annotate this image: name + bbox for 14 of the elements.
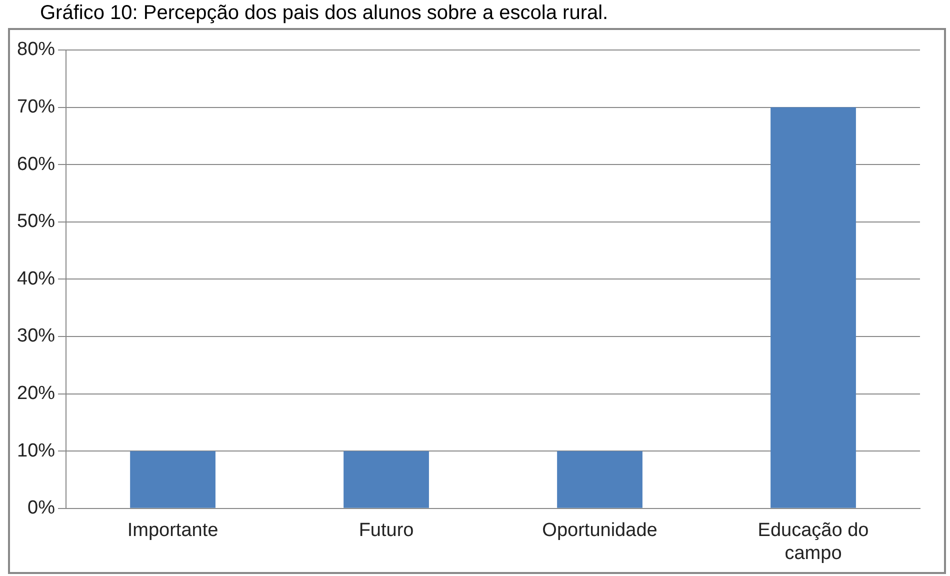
y-tick-label: 10% xyxy=(16,440,56,462)
x-tick-label: Futuro xyxy=(358,520,414,542)
y-tick-label: 70% xyxy=(16,96,56,118)
y-tick-label: 40% xyxy=(16,268,56,290)
x-tick-label: Educação do campo xyxy=(758,520,869,564)
y-tick-label: 60% xyxy=(16,154,56,175)
y-tick-label: 30% xyxy=(16,326,56,347)
y-tick-label: 0% xyxy=(28,498,56,519)
chart-title: Gráfico 10: Percepção dos pais dos alunos sobre a escola rural. xyxy=(39,1,610,26)
y-tick-label: 80% xyxy=(16,39,56,60)
y-tick-label: 50% xyxy=(16,211,56,232)
x-tick-label: Oportunidade xyxy=(542,520,658,542)
x-tick-label: Importante xyxy=(127,520,218,542)
y-tick-label: 20% xyxy=(16,383,56,404)
